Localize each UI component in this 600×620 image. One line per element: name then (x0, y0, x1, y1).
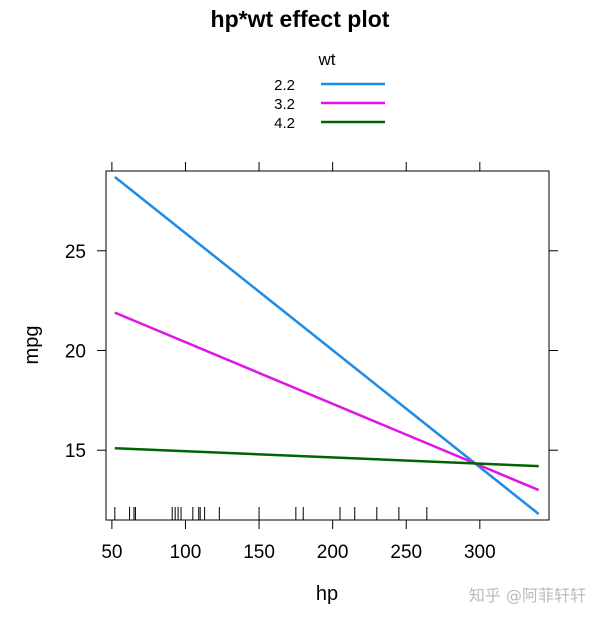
legend-label: 2.2 (274, 77, 295, 94)
x-axis: 50 100 150 200 250 300 (101, 162, 496, 563)
x-tick-label: 100 (170, 542, 202, 563)
x-tick-label: 50 (101, 542, 122, 563)
series-line-4.2 (114, 446, 539, 468)
x-tick-label: 150 (243, 542, 275, 563)
series-line-2.2 (114, 176, 540, 515)
y-tick-label: 15 (65, 441, 86, 462)
y-tick-label: 20 (65, 341, 86, 362)
x-axis-label: hp (316, 583, 338, 605)
legend-title: wt (318, 50, 336, 69)
rug-marks (114, 507, 428, 520)
legend-label: 3.2 (274, 96, 295, 113)
x-tick-label: 300 (464, 542, 496, 563)
series-line-3.2 (114, 311, 540, 492)
series-lines (114, 176, 540, 515)
legend: wt 2.2 3.2 4.2 (274, 50, 385, 132)
x-tick-label: 250 (390, 542, 422, 563)
plot-frame (105, 170, 550, 521)
legend-label: 4.2 (274, 115, 295, 132)
y-axis: 15 20 25 (65, 242, 558, 462)
x-tick-label: 200 (317, 542, 349, 563)
chart-title: hp*wt effect plot (211, 6, 390, 32)
y-axis-label: mpg (21, 326, 43, 365)
watermark: 知乎 @阿菲轩轩 (468, 586, 586, 605)
y-tick-label: 25 (65, 242, 86, 263)
